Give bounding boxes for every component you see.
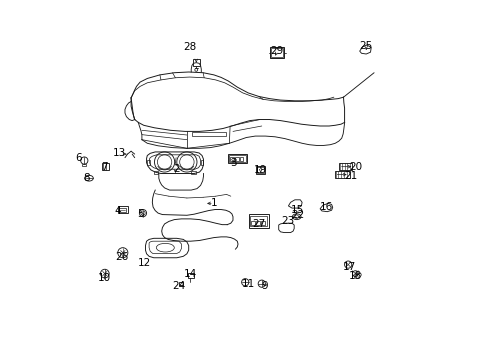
Text: 18: 18	[348, 271, 361, 282]
Text: 20: 20	[348, 162, 361, 172]
Bar	[187, 273, 194, 278]
Bar	[119, 208, 125, 212]
Bar	[102, 163, 108, 170]
Bar	[118, 206, 127, 213]
Text: 13: 13	[112, 148, 125, 158]
Bar	[256, 166, 264, 174]
Bar	[229, 155, 245, 162]
Bar	[256, 167, 264, 173]
Text: 17: 17	[342, 262, 356, 272]
Text: 28: 28	[183, 42, 196, 52]
Text: 26: 26	[115, 252, 128, 262]
Text: 6: 6	[76, 153, 82, 163]
Text: 23: 23	[281, 216, 294, 226]
Text: 24: 24	[172, 281, 185, 291]
Bar	[179, 282, 183, 285]
Text: 8: 8	[82, 173, 89, 183]
Text: 3: 3	[230, 158, 237, 168]
Bar	[334, 171, 349, 178]
Bar	[250, 221, 255, 225]
Text: 2: 2	[172, 164, 179, 174]
Text: 22: 22	[290, 210, 304, 220]
Text: 5: 5	[137, 209, 143, 219]
Bar	[147, 160, 150, 165]
Bar	[261, 221, 265, 225]
Text: 12: 12	[138, 258, 151, 268]
Text: 29: 29	[270, 46, 283, 56]
Bar	[153, 171, 158, 174]
Bar	[239, 157, 243, 161]
Bar	[82, 164, 86, 166]
Bar	[271, 48, 283, 57]
Text: 1: 1	[210, 198, 217, 208]
Bar	[249, 216, 266, 226]
Text: 21: 21	[344, 171, 357, 181]
Bar	[200, 160, 203, 165]
Text: 15: 15	[290, 204, 304, 215]
Text: 10: 10	[98, 273, 111, 283]
Bar	[248, 214, 268, 228]
Text: 7: 7	[101, 162, 107, 172]
Bar	[228, 154, 246, 163]
Text: 27: 27	[252, 219, 265, 229]
Text: 4: 4	[114, 206, 121, 216]
Text: 11: 11	[241, 279, 254, 289]
Text: 14: 14	[183, 269, 197, 279]
Bar	[256, 221, 260, 225]
Bar	[270, 47, 284, 58]
Bar	[235, 157, 238, 161]
Text: 25: 25	[359, 41, 372, 51]
Text: 19: 19	[254, 165, 267, 175]
Bar	[338, 163, 352, 170]
Bar	[191, 171, 195, 174]
Text: 9: 9	[261, 281, 267, 291]
Bar	[230, 157, 234, 161]
Text: 16: 16	[319, 202, 332, 212]
Bar	[192, 59, 200, 66]
Bar	[192, 132, 226, 136]
